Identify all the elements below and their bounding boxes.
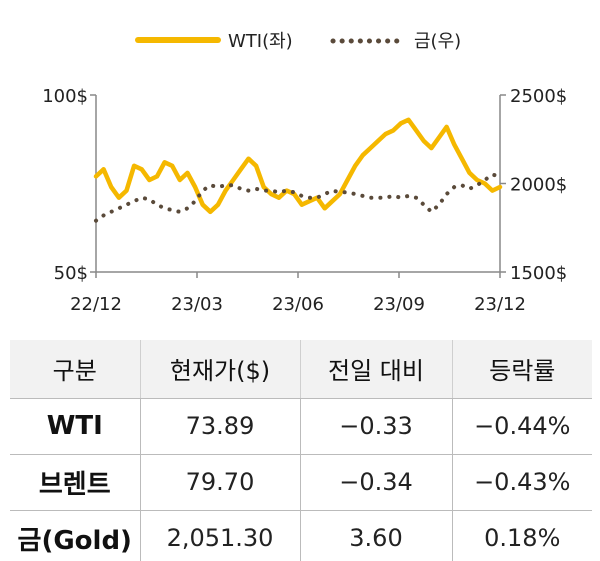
right-tick-label: 2000$	[510, 175, 567, 196]
right-tick-label: 2500$	[510, 86, 567, 107]
x-tick-label: 23/06	[272, 294, 324, 315]
x-tick-label: 23/12	[474, 294, 526, 315]
table-row: 금(Gold) 2,051.30 3.60 0.18%	[10, 510, 592, 561]
table-row: 브렌트 79.70 −0.34 −0.43%	[10, 454, 592, 511]
x-tick-label: 23/09	[373, 294, 425, 315]
row-rate: −0.43%	[451, 454, 592, 511]
header-rate: 등락률	[451, 340, 592, 399]
line-chart: 100$ 50$ 2500$ 2000$ 1500$ 22/12 23/03 23/06 23/…	[42, 31, 567, 315]
right-tick-label: 1500$	[510, 263, 567, 284]
left-tick-label: 100$	[42, 86, 88, 107]
row-name: WTI	[10, 398, 140, 455]
row-change: 3.60	[299, 510, 452, 561]
chart-area: 100$ 50$ 2500$ 2000$ 1500$ 22/12 23/03 23/06 23/…	[42, 31, 567, 315]
wti-series-line	[93, 117, 503, 215]
row-change: −0.33	[299, 398, 452, 455]
legend-gold-label: 금(우)	[414, 31, 461, 52]
x-tick-label: 23/03	[171, 294, 223, 315]
table-row: WTI 73.89 −0.33 −0.44%	[10, 398, 592, 455]
row-rate: −0.44%	[451, 398, 592, 455]
row-price: 79.70	[139, 454, 300, 511]
row-name: 브렌트	[10, 454, 140, 511]
row-change: −0.34	[299, 454, 452, 511]
x-tick-label: 22/12	[70, 294, 122, 315]
left-tick-label: 50$	[54, 263, 88, 284]
legend-wti-label: WTI(좌)	[228, 31, 293, 52]
table-header-row: 구분 현재가($) 전일 대비 등락률	[10, 340, 592, 399]
row-price: 2,051.30	[139, 510, 300, 561]
header-change: 전일 대비	[299, 340, 452, 399]
price-table: 구분 현재가($) 전일 대비 등락률 WTI 73.89 −0.33 −0.4…	[10, 340, 592, 561]
row-price: 73.89	[139, 398, 300, 455]
header-category: 구분	[10, 340, 140, 399]
row-name: 금(Gold)	[17, 525, 132, 556]
header-price: 현재가($)	[139, 340, 300, 399]
row-rate: 0.18%	[451, 510, 592, 561]
